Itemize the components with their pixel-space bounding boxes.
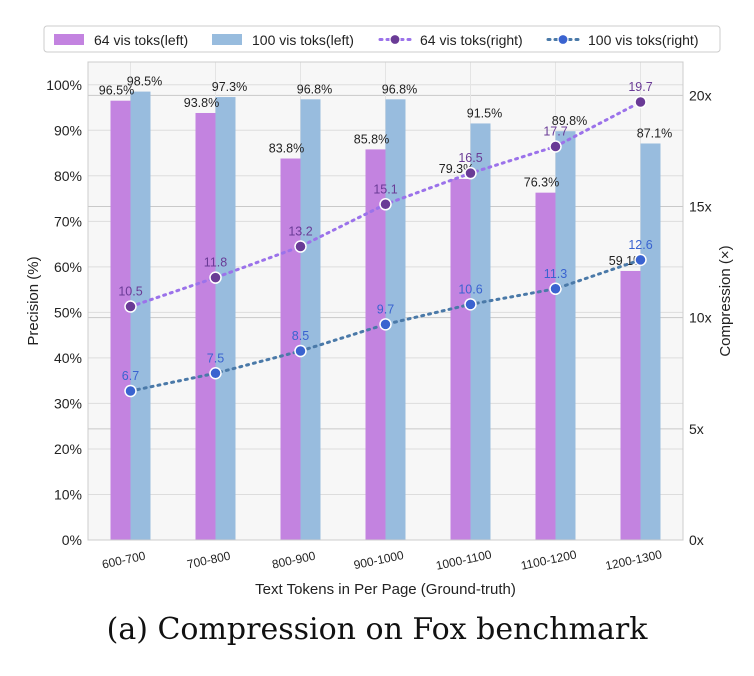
bar-data-label: 89.8%	[552, 114, 587, 128]
legend-label: 64 vis toks(left)	[94, 32, 188, 48]
legend-label: 100 vis toks(left)	[252, 32, 354, 48]
legend-label: 100 vis toks(right)	[588, 32, 698, 48]
line-point	[209, 271, 222, 284]
bar	[640, 143, 661, 541]
bar-data-label: 96.5%	[99, 84, 134, 98]
line-data-label: 19.7	[628, 80, 652, 94]
y-tick-label-right: 10x	[689, 310, 712, 326]
line-point	[549, 282, 562, 296]
line-data-label: 12.6	[628, 238, 652, 252]
plot-frame	[87, 61, 684, 541]
line-data-label: 11.3	[544, 267, 567, 281]
line-data-label: 9.7	[377, 302, 394, 316]
bar	[130, 91, 151, 540]
x-tick-label: 700-800	[186, 549, 232, 572]
line-point	[294, 344, 307, 358]
line-point	[124, 300, 137, 313]
bar-data-label: 98.5%	[127, 75, 162, 89]
line-point	[549, 140, 562, 153]
x-tick-label: 1100-1200	[520, 547, 578, 573]
line-point	[464, 298, 477, 311]
x-tick-label: 1000-1100	[435, 547, 493, 573]
legend-swatch	[212, 34, 242, 45]
bar-data-label: 96.8%	[382, 82, 417, 96]
line-data-label: 10.5	[118, 285, 142, 299]
y-tick-label-left: 40%	[54, 350, 82, 366]
line-data-label: 11.8	[204, 256, 227, 270]
y-tick-label-left: 20%	[54, 441, 82, 457]
chart: 0% 10% 20% 30% 40% 50% 60% 70% 80% 90% 100% 0x 5x 10x…	[25, 25, 734, 598]
bar-data-label: 97.3%	[212, 80, 247, 94]
y-tick-label-left: 80%	[54, 168, 82, 184]
bar-data-label: 76.3%	[524, 176, 559, 190]
bar-data-label: 91.5%	[467, 106, 502, 120]
y-tick-label-left: 10%	[54, 486, 82, 502]
bar	[300, 99, 321, 540]
bar	[620, 270, 641, 540]
legend-marker	[389, 33, 401, 46]
y-tick-label-left: 50%	[54, 304, 82, 320]
bar-data-label: 87.1%	[637, 126, 672, 140]
legend-swatch	[54, 34, 84, 45]
figure-caption: (a) Compression on Fox benchmark	[106, 612, 648, 647]
y-tick-label-left: 90%	[54, 122, 82, 138]
bar	[280, 158, 301, 540]
y-tick-label-left: 0%	[62, 532, 82, 548]
y-tick-label-left: 70%	[54, 213, 82, 229]
line-data-label: 8.5	[292, 329, 309, 343]
line-data-label: 6.7	[122, 369, 139, 383]
line-data-label: 13.2	[288, 225, 312, 239]
y-tick-label-left: 60%	[54, 259, 82, 275]
line-data-label: 15.1	[373, 182, 397, 196]
line-data-label: 7.5	[207, 351, 224, 365]
y-tick-label-left: 30%	[54, 395, 82, 411]
bar	[365, 149, 386, 541]
bar	[470, 123, 491, 540]
x-tick-label: 600-700	[101, 549, 147, 572]
line-point	[379, 318, 392, 331]
y-tick-label-left: 100%	[46, 77, 82, 93]
y-tick-label-right: 0x	[689, 532, 704, 548]
x-axis-label: Text Tokens in Per Page (Ground-truth)	[255, 581, 516, 598]
legend-label: 64 vis toks(right)	[420, 32, 523, 48]
bar	[555, 131, 576, 540]
line-point	[209, 367, 222, 380]
line-data-label: 16.5	[458, 151, 482, 165]
line-data-label: 17.7	[543, 124, 567, 138]
line-point	[464, 166, 477, 180]
bar	[195, 112, 216, 540]
bar-data-label: 96.8%	[297, 82, 332, 96]
line-point	[634, 95, 647, 109]
y-axis-label-right: Compression (×)	[717, 245, 734, 356]
x-tick-label: 800-900	[271, 549, 317, 572]
line-point	[294, 240, 307, 253]
bar-data-label: 83.8%	[269, 142, 304, 156]
bar	[110, 100, 131, 540]
line-point	[379, 198, 392, 211]
y-tick-label-right: 15x	[689, 199, 712, 215]
x-tick-label: 1200-1300	[604, 547, 663, 573]
bar	[385, 99, 406, 540]
x-tick-label: 900-1000	[352, 548, 405, 572]
y-tick-label-right: 5x	[689, 421, 704, 437]
legend-marker	[557, 33, 569, 46]
bar-data-label: 85.8%	[354, 132, 389, 146]
bar	[450, 178, 471, 540]
bar	[535, 192, 556, 541]
line-point	[634, 253, 647, 267]
y-tick-label-right: 20x	[689, 87, 712, 103]
bar	[215, 97, 236, 540]
line-point	[124, 384, 137, 398]
bar-data-label: 93.8%	[184, 96, 219, 110]
y-axis-label-left: Precision (%)	[25, 256, 42, 345]
line-data-label: 10.6	[458, 282, 482, 296]
